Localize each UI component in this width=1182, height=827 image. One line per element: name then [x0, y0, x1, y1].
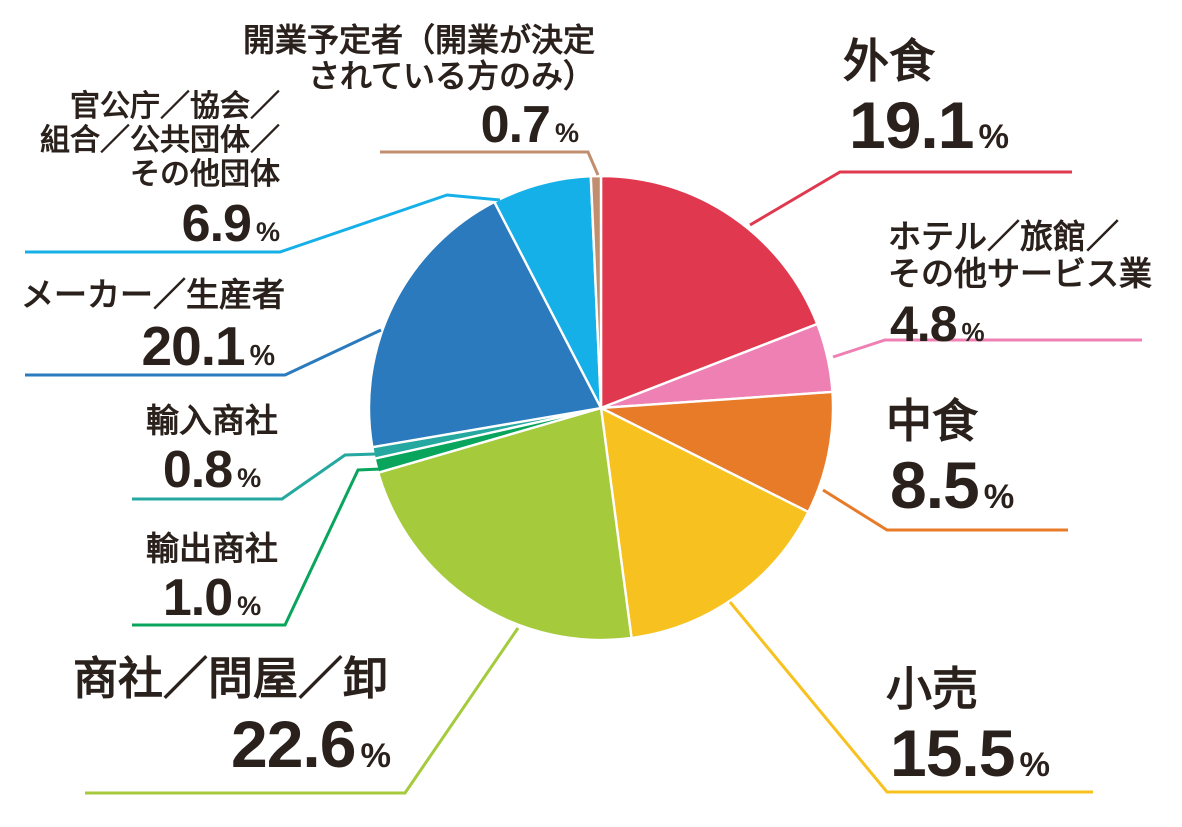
percent-sign: % [360, 736, 391, 775]
label-yunyu-value: 0.8% [162, 441, 262, 500]
label-yunyu-name: 輸入商社 [146, 402, 278, 439]
label-maker-value: 20.1% [141, 315, 275, 378]
percent-sign: % [554, 118, 579, 149]
leader-line-yunyu [132, 452, 377, 501]
pie-slices-group [367, 174, 835, 642]
leader-line-kouri [728, 601, 1093, 794]
label-kaigyo-name-line2: されている方のみ） [307, 58, 595, 95]
label-kouri-name: 小売 [886, 663, 978, 715]
pie-slice-nakashoku [599, 390, 835, 514]
label-kankocho: 官公庁／協会／ 組合／公共団体／ その他団体 6.9% [0, 90, 280, 253]
label-shosha-value: 22.6% [231, 706, 391, 781]
label-yushutsu: 輸出商社 1.0% [138, 530, 286, 628]
leader-line-maker [25, 328, 382, 377]
pie-slice-kaigyo [589, 174, 603, 410]
percent-sign: % [249, 340, 275, 373]
label-kankocho-name-line2: 組合／公共団体／ [40, 123, 280, 157]
percent-sign: % [983, 477, 1015, 516]
percent-sign: % [978, 117, 1009, 156]
label-nakashoku: 中食 8.5% [886, 395, 1015, 523]
leader-lines-group [25, 150, 1142, 795]
pie-slice-kouri [599, 406, 810, 640]
label-maker-name: メーカー／生産者 [21, 276, 285, 313]
leader-line-gaishoku [749, 170, 1072, 227]
label-gaishoku: 外食 19.1% [843, 35, 1009, 163]
label-hotel-value: 4.8% [890, 295, 985, 352]
label-nakashoku-name: 中食 [886, 395, 978, 447]
label-yushutsu-value: 1.0% [162, 569, 262, 628]
leader-line-kaigyo [380, 150, 600, 176]
label-shosha: 商社／問屋／卸 22.6% [73, 653, 391, 781]
pie-slice-maker [367, 200, 603, 449]
leader-line-yushutsu [132, 467, 382, 627]
label-shosha-name: 商社／問屋／卸 [73, 653, 389, 704]
label-kankocho-value: 6.9% [181, 194, 280, 253]
percent-sign: % [255, 216, 280, 247]
percent-sign: % [961, 316, 985, 347]
leader-line-kankocho [25, 193, 501, 254]
label-kaigyo-value: 0.7% [480, 96, 579, 155]
percent-sign: % [237, 463, 262, 494]
percent-sign: % [237, 591, 262, 622]
label-kaigyo-name-line1: 開業予定者（開業が決定 [242, 22, 595, 58]
label-nakashoku-value: 8.5% [890, 447, 1015, 522]
percent-sign: % [1019, 745, 1050, 784]
label-hotel-name-line2: その他サービス業 [888, 255, 1152, 293]
label-maker: メーカー／生産者 20.1% [0, 276, 285, 377]
label-kaigyo: 開業予定者（開業が決定 されている方のみ） 0.7% [190, 22, 595, 155]
pie-slice-shosha [377, 406, 633, 642]
label-hotel-name-line1: ホテル／旅館／ [888, 218, 1119, 255]
label-gaishoku-name: 外食 [843, 35, 935, 87]
leader-line-hotel [832, 338, 1142, 359]
label-kouri-value: 15.5% [890, 715, 1050, 790]
label-gaishoku-value: 19.1% [849, 87, 1009, 162]
label-kankocho-name-line3: その他団体 [130, 157, 280, 191]
leader-line-shosha [85, 627, 520, 795]
label-yushutsu-name: 輸出商社 [146, 530, 278, 567]
label-hotel: ホテル／旅館／ その他サービス業 4.8% [888, 218, 1152, 352]
pie-slice-gaishoku [599, 174, 819, 410]
leader-line-nakashoku [822, 488, 1068, 532]
label-kouri: 小売 15.5% [886, 663, 1050, 791]
label-kankocho-name-line1: 官公庁／協会／ [70, 90, 280, 123]
label-yunyu: 輸入商社 0.8% [138, 402, 286, 500]
